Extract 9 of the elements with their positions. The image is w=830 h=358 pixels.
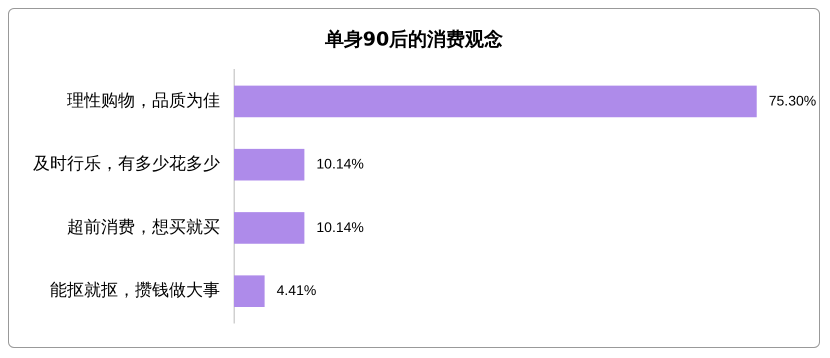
y-tick-label: 理性购物，品质为佳 bbox=[67, 90, 220, 111]
data-label: 10.14% bbox=[316, 156, 364, 172]
y-tick-label: 及时行乐，有多少花多少 bbox=[33, 154, 220, 174]
y-tick-label: 能抠就抠，攒钱做大事 bbox=[50, 280, 220, 301]
data-label: 10.14% bbox=[316, 218, 364, 235]
data-label: 4.41% bbox=[276, 282, 316, 298]
data-label: 75.30% bbox=[768, 92, 816, 108]
y-tick-label: 超前消费，想买就买 bbox=[67, 217, 220, 238]
chart-title: 单身90后的消费观念 bbox=[324, 28, 504, 50]
